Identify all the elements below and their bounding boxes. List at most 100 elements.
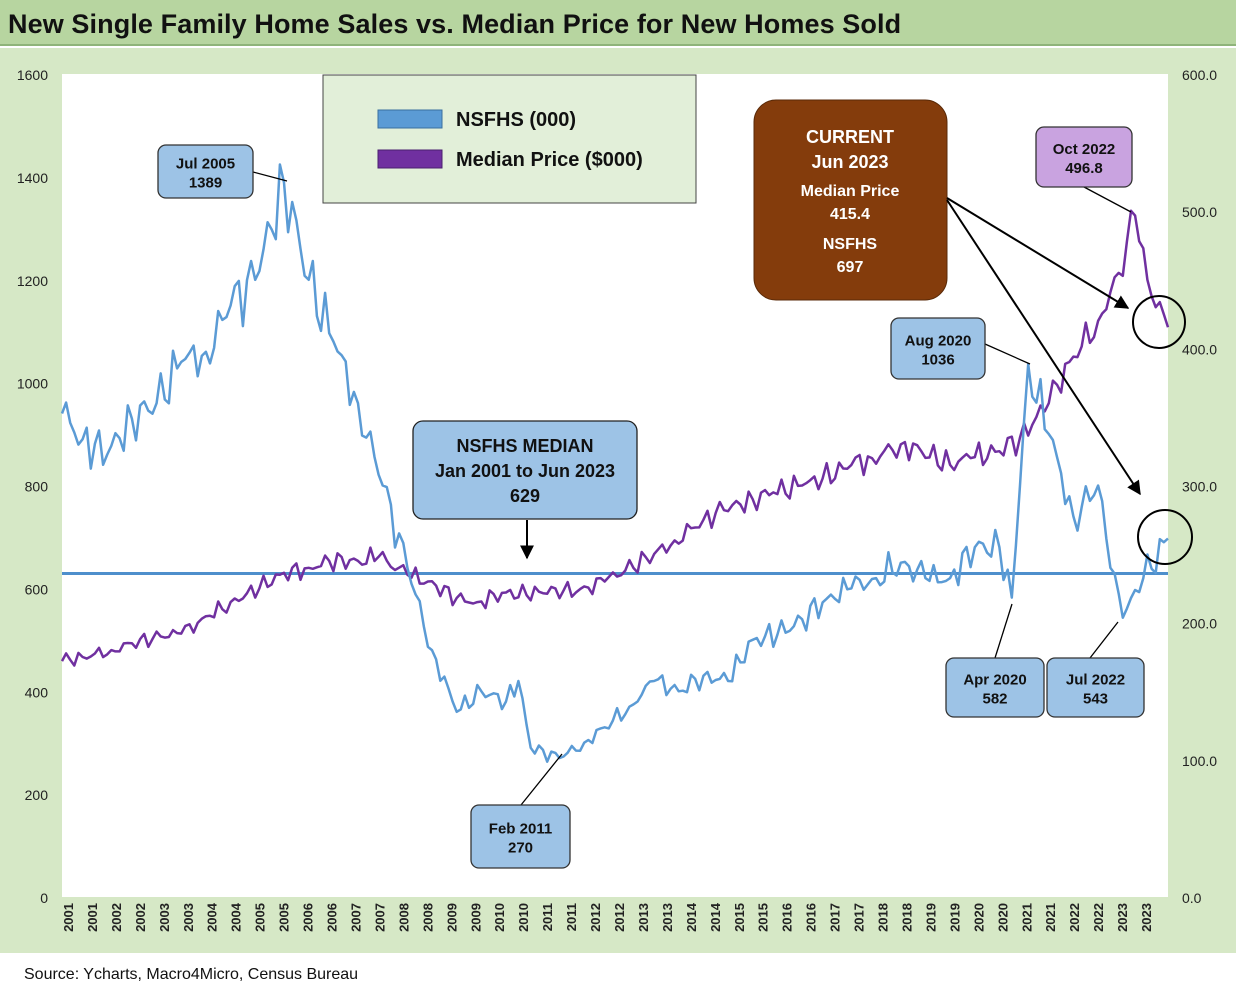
x-tick-label: 2010	[516, 903, 531, 932]
callout-oct-2022-label: Oct 2022	[1053, 141, 1116, 158]
chart-title: New Single Family Home Sales vs. Median …	[8, 9, 902, 39]
x-tick-label: 2002	[109, 903, 124, 932]
y-right-tick-label: 100.0	[1182, 753, 1217, 769]
x-tick-label: 2012	[588, 903, 603, 932]
y-left-tick-label: 800	[25, 479, 49, 495]
callout-feb-2011-label: Feb 2011	[489, 821, 552, 838]
y-left-tick-label: 1600	[17, 67, 48, 83]
x-tick-label: 2014	[708, 902, 723, 932]
x-tick-label: 2001	[61, 903, 76, 932]
legend-swatch-median-price	[377, 149, 443, 169]
x-tick-label: 2015	[756, 903, 771, 932]
x-tick-label: 2004	[205, 902, 220, 932]
x-tick-label: 2002	[133, 903, 148, 932]
callout-jul-2022-value: 543	[1083, 691, 1108, 708]
callout-oct-2022-leader	[1083, 186, 1132, 213]
callout-jul-2022-box	[1046, 657, 1145, 718]
callout-jul-2022-leader	[1089, 621, 1119, 659]
median-box	[412, 420, 638, 520]
legend-label-nsfhs: NSFHS (000)	[456, 109, 576, 131]
series-line-nsfhs	[60, 163, 1169, 763]
x-tick-label: 2010	[492, 903, 507, 932]
chart-frame: 0 200 400 600 800 1000 1200 1400 1600 0.0 100.0 200…	[0, 48, 1236, 953]
y-right-tick-label: 400.0	[1182, 341, 1217, 357]
callout-apr-2020-leader	[994, 603, 1013, 659]
y-right-tick-label: 500.0	[1182, 204, 1217, 220]
y-left-tick-label: 1400	[17, 170, 48, 186]
x-tick-label: 2003	[181, 903, 196, 932]
median-box-line2: Jan 2001 to Jun 2023	[435, 461, 615, 481]
x-tick-label: 2016	[804, 903, 819, 932]
x-tick-label: 2023	[1139, 903, 1154, 932]
x-tick-label: 2005	[277, 903, 292, 932]
callout-jul-2005-label: Jul 2005	[176, 156, 235, 173]
current-arrow-nsfhs	[946, 199, 1141, 496]
x-tick-label: 2007	[372, 903, 387, 932]
current-box-line3: Median Price	[801, 183, 900, 200]
x-tick-label: 2013	[636, 903, 651, 932]
x-tick-label: 2009	[468, 903, 483, 932]
x-tick-label: 2022	[1091, 903, 1106, 932]
callout-apr-2020-label: Apr 2020	[963, 672, 1026, 689]
x-tick-label: 2003	[157, 903, 172, 932]
x-tick-label: 2021	[1043, 903, 1058, 932]
x-tick-label: 2008	[396, 903, 411, 932]
y-left-tick-label: 0	[40, 890, 48, 906]
y-left-tick-label: 600	[25, 581, 49, 597]
x-tick-label: 2013	[660, 903, 675, 932]
callout-jul-2005-leader	[252, 171, 288, 182]
x-tick-label: 2011	[564, 903, 579, 931]
x-tick-label: 2006	[325, 903, 340, 932]
x-tick-label: 2015	[732, 903, 747, 932]
callout-feb-2011-leader	[520, 753, 563, 806]
callout-oct-2022-value: 496.8	[1065, 160, 1103, 177]
callout-oct-2022-box	[1035, 126, 1133, 188]
callout-jul-2005-value: 1389	[189, 175, 222, 192]
x-tick-label: 2019	[923, 903, 938, 932]
callout-feb-2011-box	[470, 804, 571, 869]
x-tick-label: 2017	[828, 903, 843, 932]
current-box-line5: NSFHS	[823, 236, 878, 253]
x-tick-label: 2023	[1115, 903, 1130, 932]
legend-label-median-price: Median Price ($000)	[456, 149, 643, 171]
x-tick-label: 2001	[85, 903, 100, 932]
x-tick-label: 2018	[876, 903, 891, 932]
x-tick-label: 2004	[229, 902, 244, 932]
x-tick-label: 2005	[253, 903, 268, 932]
y-right-tick-label: 0.0	[1182, 890, 1202, 906]
title-bar: New Single Family Home Sales vs. Median …	[0, 0, 1236, 46]
callout-aug-2020-value: 1036	[921, 352, 954, 369]
x-tick-label: 2009	[444, 903, 459, 932]
x-tick-label: 2014	[684, 902, 699, 932]
x-tick-label: 2016	[780, 903, 795, 932]
x-tick-label: 2011	[540, 903, 555, 931]
x-tick-label: 2020	[971, 903, 986, 932]
chart-svg: 0 200 400 600 800 1000 1200 1400 1600 0.0 100.0 200…	[17, 67, 1217, 932]
callout-jul-2022-label: Jul 2022	[1066, 672, 1125, 689]
callout-feb-2011-value: 270	[508, 840, 533, 857]
legend-box	[322, 74, 697, 204]
callout-aug-2020-leader	[984, 343, 1031, 365]
callout-apr-2020-box	[945, 657, 1045, 718]
y-left-tick-label: 1200	[17, 273, 48, 289]
x-tick-label: 2007	[348, 903, 363, 932]
median-box-line1: NSFHS MEDIAN	[456, 436, 593, 456]
y-left-tick-label: 200	[25, 787, 49, 803]
callout-apr-2020-value: 582	[982, 691, 1007, 708]
y-right-tick-label: 200.0	[1182, 616, 1217, 632]
source-note: Source: Ycharts, Macro4Micro, Census Bur…	[24, 966, 359, 983]
y-right-tick-label: 600.0	[1182, 67, 1217, 83]
x-tick-label: 2017	[852, 903, 867, 932]
series-line-median-price	[60, 209, 1170, 667]
current-box-line2: Jun 2023	[811, 152, 888, 172]
current-nsfhs-circle	[1137, 509, 1193, 565]
median-box-line3: 629	[510, 486, 540, 506]
x-tick-label: 2018	[899, 903, 914, 932]
callout-jul-2005-box	[157, 144, 254, 199]
current-arrow-price	[946, 197, 1130, 309]
x-tick-label: 2020	[995, 903, 1010, 932]
current-price-circle	[1132, 295, 1186, 349]
x-tick-label: 2006	[301, 903, 316, 932]
y-left-tick-label: 1000	[17, 376, 48, 392]
legend-swatch-nsfhs	[377, 109, 443, 129]
